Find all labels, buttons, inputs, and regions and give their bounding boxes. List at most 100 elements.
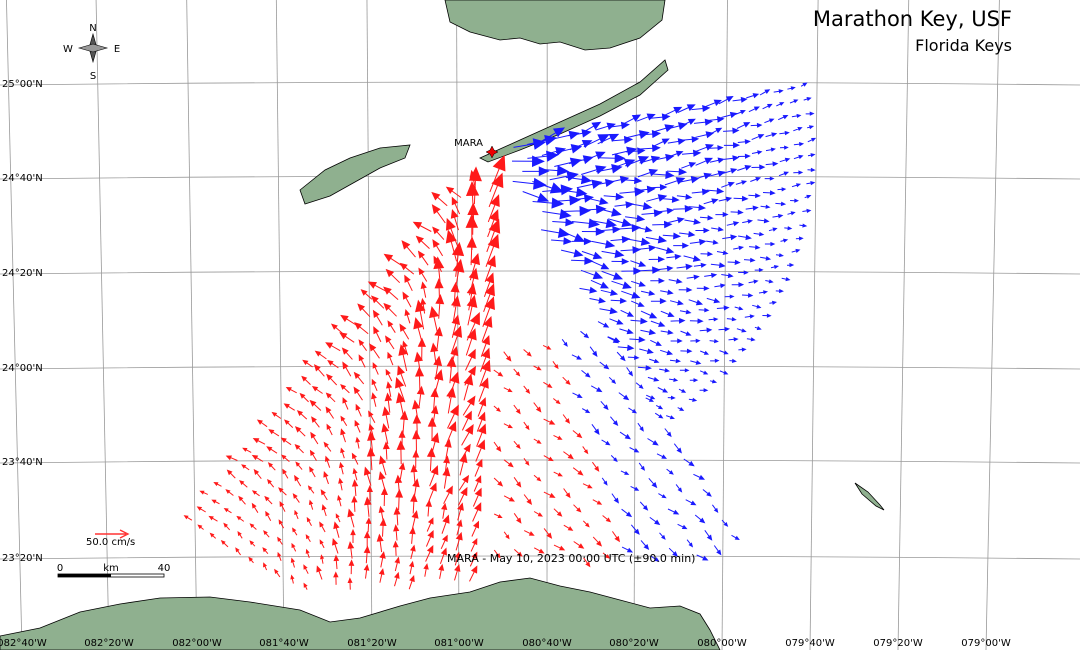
- current-arrow: [760, 204, 771, 209]
- current-arrow: [292, 527, 298, 536]
- current-arrow: [410, 544, 416, 560]
- compass-n: N: [89, 23, 96, 34]
- current-arrow: [562, 414, 571, 424]
- current-arrow: [641, 209, 663, 218]
- current-arrow: [365, 517, 372, 533]
- current-arrow: [787, 86, 796, 91]
- current-arrow: [523, 494, 533, 505]
- current-arrow: [523, 385, 531, 394]
- current-arrow: [340, 314, 357, 326]
- current-arrow: [597, 153, 626, 164]
- current-arrow: [416, 385, 425, 407]
- current-arrow: [325, 342, 341, 352]
- current-arrow: [484, 255, 496, 282]
- current-arrow: [639, 348, 654, 355]
- current-arrow: [412, 449, 420, 468]
- current-arrow: [772, 213, 784, 219]
- current-arrow: [610, 416, 619, 427]
- current-arrow: [451, 325, 463, 354]
- island: [854, 482, 885, 511]
- current-arrow: [572, 237, 593, 246]
- current-arrow: [196, 506, 206, 513]
- current-arrow: [267, 462, 276, 471]
- current-arrow: [630, 524, 640, 535]
- current-arrow: [657, 387, 669, 393]
- current-arrow: [601, 249, 625, 259]
- current-arrow: [800, 82, 808, 87]
- current-arrow: [445, 217, 458, 247]
- current-arrow: [471, 520, 479, 537]
- current-arrow: [591, 239, 616, 249]
- current-arrow: [670, 317, 686, 324]
- current-arrow: [699, 370, 709, 375]
- current-arrow: [666, 122, 688, 130]
- current-arrow: [738, 270, 749, 275]
- graticule-labels: 25°00'N 24°40'N 24°20'N 24°00'N 23°40'N 23°20…: [0, 79, 1011, 649]
- current-arrow: [608, 376, 617, 384]
- current-arrow: [806, 125, 815, 130]
- scale-bar: [58, 574, 111, 577]
- current-arrow: [660, 310, 675, 318]
- current-arrow: [306, 516, 312, 526]
- current-arrow: [754, 267, 764, 273]
- current-arrow: [445, 186, 462, 198]
- current-arrow: [592, 178, 615, 188]
- current-arrow: [656, 247, 675, 254]
- current-arrow: [676, 193, 693, 200]
- current-arrow: [805, 111, 815, 116]
- current-arrow: [587, 197, 609, 206]
- current-arrow: [611, 258, 630, 265]
- current-arrow: [354, 419, 361, 433]
- current-arrow: [645, 394, 656, 400]
- current-arrow: [603, 192, 625, 201]
- current-arrow: [493, 405, 501, 412]
- current-arrow: [668, 547, 678, 557]
- current-arrow: [542, 344, 552, 350]
- current-arrow: [439, 547, 447, 564]
- current-arrow: [764, 118, 775, 124]
- current-arrow: [620, 246, 642, 254]
- current-arrow: [454, 551, 461, 566]
- compass-rose: [77, 43, 109, 53]
- current-arrow: [621, 290, 641, 299]
- current-arrow: [629, 336, 646, 343]
- current-arrow: [630, 260, 647, 267]
- current-arrow: [807, 137, 817, 143]
- current-arrow: [483, 272, 495, 297]
- current-arrow: [650, 298, 667, 305]
- current-arrow: [752, 304, 762, 309]
- current-arrow: [726, 221, 740, 227]
- current-arrow: [385, 368, 393, 382]
- compass-w: W: [63, 44, 73, 55]
- current-arrow: [253, 468, 262, 480]
- latitude-label: 24°20'N: [2, 268, 43, 279]
- current-arrow: [649, 516, 661, 526]
- current-arrow: [513, 440, 521, 450]
- current-arrow: [764, 176, 775, 181]
- current-arrow: [779, 157, 791, 163]
- current-arrow: [543, 491, 556, 498]
- current-arrow: [370, 295, 385, 309]
- current-arrow: [762, 313, 772, 318]
- current-arrow: [513, 138, 547, 150]
- current-arrow: [458, 474, 470, 491]
- current-arrow: [619, 328, 634, 335]
- current-arrow: [803, 96, 812, 102]
- current-arrow: [364, 496, 372, 517]
- current-arrow: [669, 358, 681, 364]
- current-arrow: [677, 523, 688, 530]
- current-arrow: [543, 455, 554, 462]
- current-arrow: [209, 532, 217, 539]
- current-arrow: [294, 509, 299, 520]
- current-arrow: [380, 486, 388, 507]
- current-arrow: [786, 262, 795, 268]
- current-arrow: [721, 519, 729, 527]
- current-arrow: [552, 398, 561, 405]
- current-arrow: [409, 526, 416, 544]
- current-arrow: [807, 167, 816, 173]
- current-arrow: [425, 499, 433, 517]
- current-arrow: [780, 238, 789, 243]
- current-arrow: [348, 559, 355, 575]
- current-arrow: [572, 392, 583, 398]
